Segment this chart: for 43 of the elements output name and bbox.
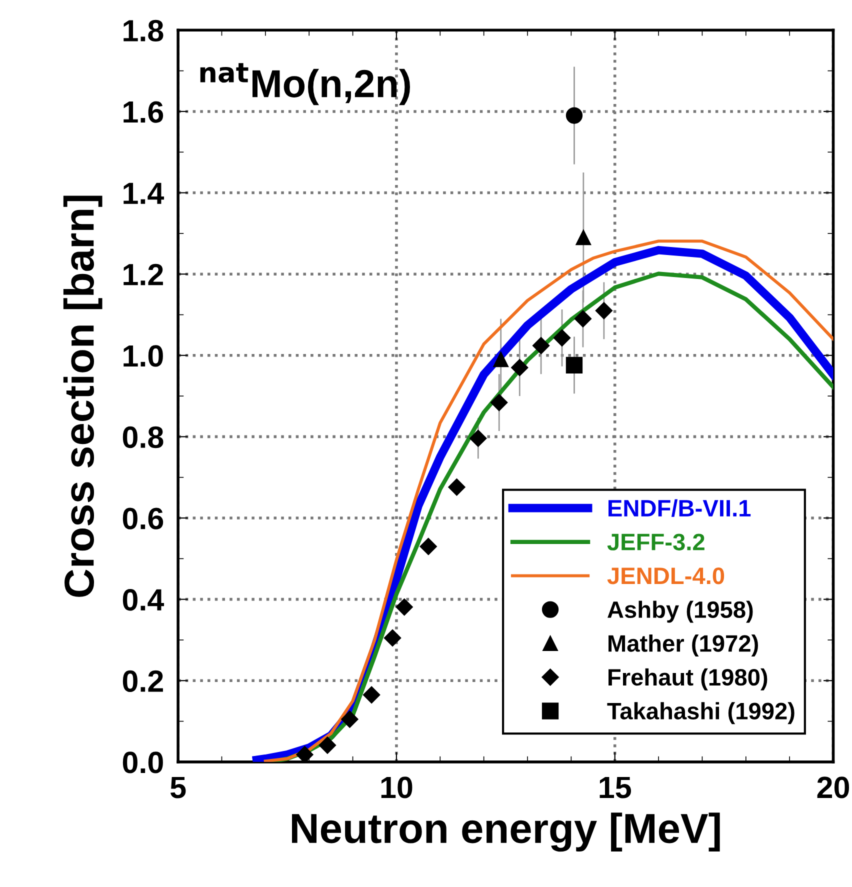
point (566, 107, 583, 124)
y-tick-label: 0.0 (122, 752, 163, 774)
legend-label: Frehaut (1980) (608, 668, 768, 690)
legend-label: ENDF/B-VII.1 (608, 499, 751, 517)
point (420, 538, 437, 556)
y-tick-label: 1.4 (124, 182, 164, 204)
legend-label: JEFF-3.2 (607, 534, 704, 550)
legend-label: Mather (1972) (608, 634, 758, 657)
legend-label: Takahashi (1992) (607, 702, 794, 724)
x-tick-label: 5 (170, 776, 186, 798)
point (318, 736, 336, 754)
x-tick-label: 20 (817, 776, 849, 798)
legend-label: JENDL-4.0 (607, 568, 724, 584)
point (493, 352, 508, 368)
y-axis-title: Cross section [barn] (63, 196, 102, 597)
x-axis-title: Neutron energy [MeV] (292, 812, 720, 852)
point (532, 337, 550, 354)
y-tick-label: 0.8 (122, 426, 164, 448)
point (566, 356, 583, 374)
point (490, 394, 508, 412)
x-tick-label: 15 (600, 776, 632, 798)
point (595, 302, 612, 320)
y-tick-label: 1.2 (124, 264, 163, 286)
point (576, 230, 592, 246)
point (396, 598, 413, 616)
point (448, 478, 466, 496)
annotation: $^{nat}$Mo(n,2n) (200, 63, 410, 106)
point (574, 310, 592, 328)
y-tick-label: 1.6 (124, 101, 164, 123)
point (363, 686, 380, 704)
point (470, 430, 487, 447)
point (296, 746, 314, 762)
point (553, 329, 571, 346)
point (384, 629, 402, 646)
point (341, 710, 358, 728)
x-tick-label: 10 (381, 776, 412, 798)
y-tick-label: 0.2 (122, 670, 163, 692)
point (511, 359, 528, 376)
legend-label: Ashby (1958) (608, 600, 753, 623)
y-tick-label: 0.6 (122, 508, 164, 530)
y-tick-label: 0.4 (122, 589, 164, 611)
y-tick-label: 1.8 (124, 20, 164, 42)
y-tick-label: 1.0 (124, 345, 163, 367)
